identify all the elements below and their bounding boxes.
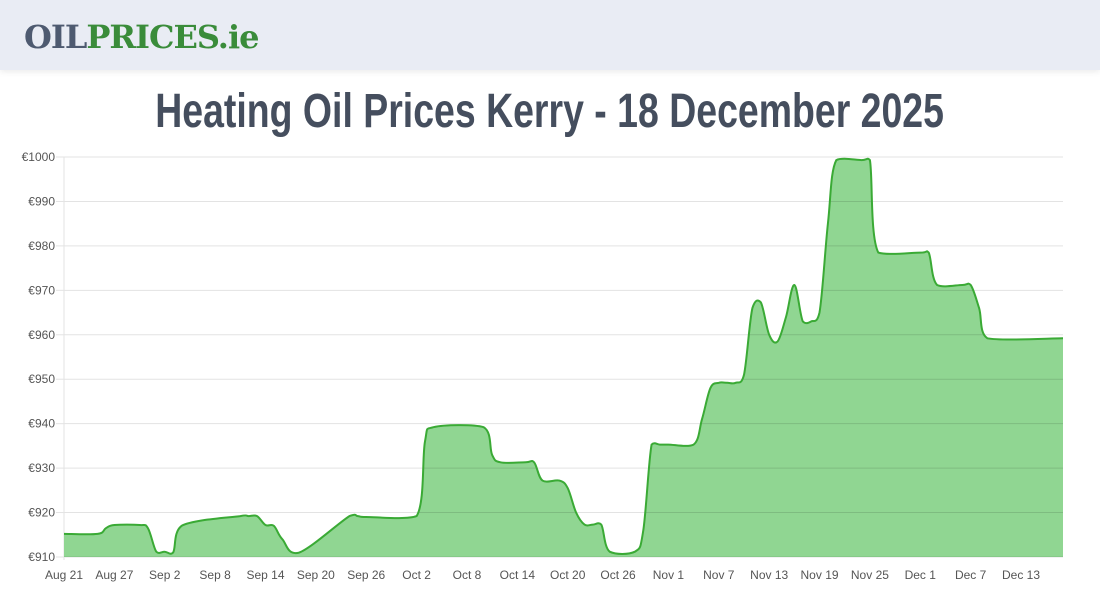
y-tick-label: €940 bbox=[28, 417, 55, 431]
y-tick-label: €910 bbox=[28, 550, 55, 564]
x-tick-label: Sep 20 bbox=[297, 568, 335, 582]
x-tick-label: Aug 21 bbox=[45, 568, 83, 582]
x-tick-label: Nov 25 bbox=[851, 568, 889, 582]
x-tick-label: Sep 2 bbox=[149, 568, 181, 582]
price-area-fill bbox=[64, 158, 1063, 558]
price-chart: €910 €920 €930 €940 €950 €960 €970 €980 €990 €100… bbox=[22, 150, 1064, 582]
y-axis: €910 €920 €930 €940 €950 €960 €970 €980 €990 €100… bbox=[22, 150, 56, 564]
x-tick-label: Dec 7 bbox=[955, 568, 987, 582]
page-title-container: Heating Oil Prices Kerry - 18 December 2… bbox=[0, 84, 1100, 139]
x-tick-label: Nov 19 bbox=[801, 568, 839, 582]
page-title: Heating Oil Prices Kerry - 18 December 2… bbox=[155, 85, 945, 138]
x-tick-label: Oct 14 bbox=[500, 568, 536, 582]
price-line bbox=[63, 157, 1064, 555]
x-tick-label: Oct 20 bbox=[550, 568, 586, 582]
x-tick-label: Nov 7 bbox=[703, 568, 735, 582]
y-tick-label: €990 bbox=[28, 194, 55, 208]
x-tick-label: Sep 8 bbox=[199, 568, 231, 582]
x-tick-label: Aug 27 bbox=[95, 568, 133, 582]
x-axis: Aug 21 Aug 27 Sep 2 Sep 8 Sep 14 Sep 20 Sep 26… bbox=[45, 568, 1040, 582]
logo-oil-text: OIL bbox=[24, 18, 87, 56]
y-tick-label: €1000 bbox=[22, 150, 56, 164]
x-tick-label: Nov 13 bbox=[750, 568, 788, 582]
logo-prices-text: PRICES.ie bbox=[86, 18, 259, 56]
y-tick-label: €970 bbox=[28, 283, 55, 297]
x-tick-label: Sep 14 bbox=[246, 568, 284, 582]
x-tick-label: Nov 1 bbox=[653, 568, 685, 582]
y-tick-label: €930 bbox=[28, 461, 55, 475]
x-tick-label: Oct 26 bbox=[600, 568, 636, 582]
site-header: OILPRICES.ie bbox=[0, 0, 1100, 70]
y-tick-label: €950 bbox=[28, 372, 55, 386]
x-tick-label: Oct 2 bbox=[402, 568, 431, 582]
site-logo[interactable]: OILPRICES.ie bbox=[24, 17, 259, 57]
y-tick-label: €960 bbox=[28, 328, 55, 342]
y-tick-label: €920 bbox=[28, 506, 55, 520]
x-tick-label: Dec 13 bbox=[1002, 568, 1040, 582]
y-tick-label: €980 bbox=[28, 239, 55, 253]
x-tick-label: Sep 26 bbox=[347, 568, 385, 582]
x-tick-label: Oct 8 bbox=[453, 568, 482, 582]
x-tick-label: Dec 1 bbox=[905, 568, 937, 582]
